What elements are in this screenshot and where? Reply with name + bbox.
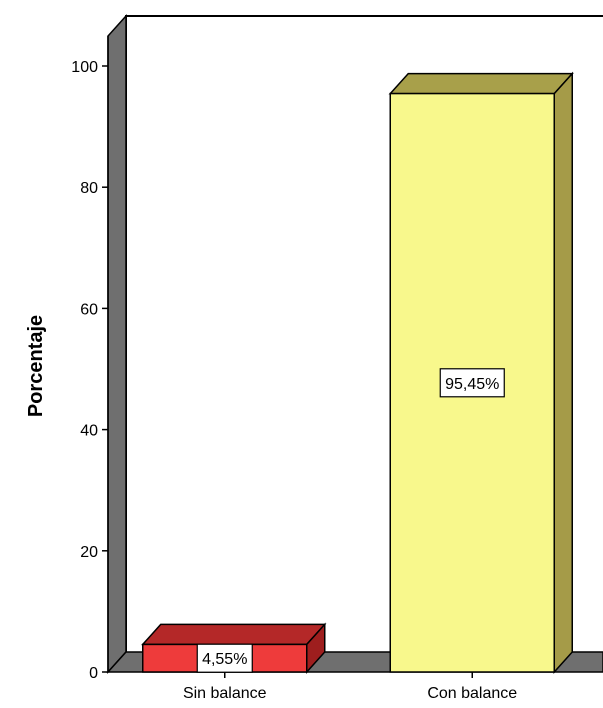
left-wall — [107, 14, 127, 674]
y-axis: 0 20 40 60 80 100 — [71, 36, 109, 682]
bar-top-face — [141, 623, 327, 646]
y-tick-label: 40 — [80, 423, 98, 440]
x-axis: Sin balance Con balance — [183, 672, 517, 702]
data-label: 4,55% — [202, 651, 247, 668]
data-label-box — [196, 643, 253, 673]
y-tick-label: 20 — [80, 544, 98, 561]
bars: 4,55% 95,45% — [141, 71, 574, 674]
bar-side-face — [553, 71, 573, 674]
x-tick-label: Sin balance — [183, 685, 267, 702]
y-tick-label: 100 — [71, 59, 98, 76]
data-label-box — [439, 368, 505, 398]
y-axis-title: Porcentaje — [25, 315, 47, 417]
y-tick-label: 80 — [80, 180, 98, 197]
data-label: 95,45% — [445, 376, 499, 393]
y-tick-label: 0 — [89, 665, 98, 682]
bar-top-face — [388, 72, 574, 95]
y-tick-label: 60 — [80, 301, 98, 318]
x-tick-label: Con balance — [427, 685, 517, 702]
